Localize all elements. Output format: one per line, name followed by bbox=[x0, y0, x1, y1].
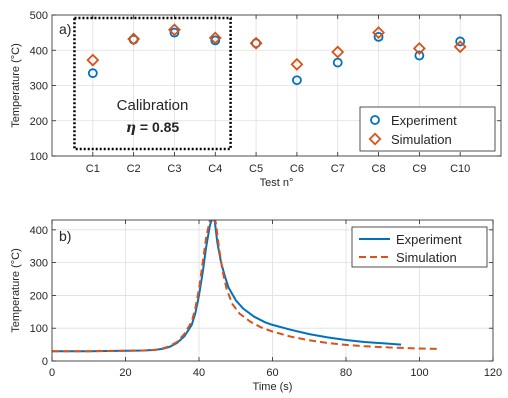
simulation-point-c9 bbox=[412, 42, 426, 55]
calibration-label: Calibration bbox=[117, 97, 189, 114]
panel-a: Calibration η = 0.85 100 200 300 400 500 C1 C2… bbox=[10, 10, 502, 189]
legend-label: Experiment bbox=[391, 113, 457, 128]
tick-label-y: 500 bbox=[30, 10, 48, 22]
experiment-point-c9 bbox=[414, 50, 425, 61]
legend-label: Experiment bbox=[396, 232, 462, 247]
experiment-point-c3 bbox=[169, 27, 180, 38]
tick-label-y: 100 bbox=[30, 323, 48, 335]
tick-label-x: C1 bbox=[86, 163, 100, 175]
tick-label-x: 80 bbox=[340, 367, 352, 379]
tick-label-y: 0 bbox=[42, 356, 48, 368]
tick-label-x: C10 bbox=[450, 163, 470, 175]
tick-label-x: 120 bbox=[484, 367, 502, 379]
experiment-point-c8 bbox=[373, 31, 384, 42]
eta-number: = 0.85 bbox=[136, 119, 179, 135]
y-axis-label-a: Temperature (°C) bbox=[10, 43, 22, 127]
y-axis-label-b: Temperature (°C) bbox=[10, 248, 22, 332]
tick-label-x: C5 bbox=[249, 163, 263, 175]
tick-label-y: 100 bbox=[30, 151, 48, 163]
tick-label-y: 400 bbox=[30, 225, 48, 237]
experiment-point-c7 bbox=[332, 57, 343, 68]
x-axis-label-a: Test n° bbox=[260, 177, 294, 189]
legend-box bbox=[359, 106, 496, 152]
simulation-point-c1 bbox=[86, 53, 100, 67]
calibration-box bbox=[73, 16, 232, 151]
eta-value: η = 0.85 bbox=[126, 119, 180, 136]
tick-label-x: C9 bbox=[412, 163, 426, 175]
tick-label-x: C6 bbox=[290, 163, 304, 175]
ticks-b: 0 100 200 300 400 0 20 40 60 80 100 120 bbox=[30, 220, 502, 379]
tick-label-y: 200 bbox=[30, 290, 48, 302]
simulation-point-c6 bbox=[290, 57, 304, 71]
tick-label-x: 20 bbox=[119, 367, 131, 379]
legend-a: Experiment Simulation bbox=[359, 106, 496, 152]
x-axis-label-b: Time (s) bbox=[253, 381, 293, 393]
tick-label-x: 60 bbox=[266, 367, 278, 379]
eta-symbol: η bbox=[126, 120, 136, 136]
tick-label-x: C2 bbox=[127, 163, 141, 175]
data-marks-a bbox=[86, 23, 467, 86]
panel-label-b: b) bbox=[59, 228, 71, 244]
tick-label-x: 100 bbox=[410, 367, 428, 379]
simulation-point-c8 bbox=[372, 26, 386, 40]
legend-marker-simulation bbox=[368, 132, 382, 146]
data-lines-b bbox=[52, 220, 438, 353]
simulation-series-line bbox=[52, 220, 438, 353]
panel-b: 0 100 200 300 400 0 20 40 60 80 100 120 b) Temperat… bbox=[10, 219, 502, 393]
tick-label-y: 200 bbox=[30, 116, 48, 128]
experiment-point-c1 bbox=[87, 68, 98, 79]
legend-marker-experiment bbox=[370, 115, 380, 125]
tick-label-y: 400 bbox=[30, 45, 48, 57]
tick-label-x: C3 bbox=[167, 163, 181, 175]
legend-box bbox=[351, 226, 488, 268]
ticks-a: 100 200 300 400 500 C1 C2 C3 C4 C5 C6 C7 C8 C9 C10 bbox=[30, 10, 501, 175]
panel-label-a: a) bbox=[59, 21, 71, 37]
simulation-point-c10 bbox=[453, 40, 467, 54]
simulation-point-c7 bbox=[331, 45, 345, 59]
legend-b: Experiment Simulation bbox=[351, 226, 488, 268]
legend-label: Simulation bbox=[396, 250, 457, 265]
tick-label-x: C8 bbox=[372, 163, 386, 175]
tick-label-y: 300 bbox=[30, 81, 48, 93]
legend-label: Simulation bbox=[391, 132, 452, 147]
tick-label-x: C4 bbox=[208, 163, 222, 175]
tick-label-x: 0 bbox=[49, 367, 55, 379]
simulation-point-c3 bbox=[167, 23, 181, 37]
simulation-point-c4 bbox=[208, 31, 222, 45]
simulation-point-c2 bbox=[127, 32, 141, 46]
tick-label-x: C7 bbox=[331, 163, 345, 175]
experiment-point-c6 bbox=[292, 75, 302, 86]
simulation-point-c5 bbox=[249, 36, 263, 50]
gridlines-a bbox=[52, 14, 501, 157]
tick-label-x: 40 bbox=[193, 367, 205, 379]
calibration-annotation: Calibration η = 0.85 bbox=[73, 16, 232, 151]
tick-label-y: 300 bbox=[30, 258, 48, 270]
experiment-point-c10 bbox=[455, 36, 466, 47]
